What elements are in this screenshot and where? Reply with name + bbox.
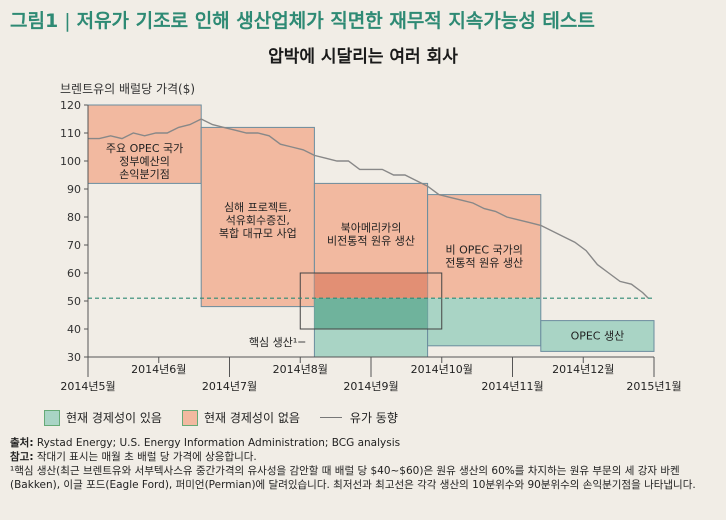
legend-line-trend — [319, 417, 342, 418]
x-tick-label: 2014년7월 — [202, 380, 257, 393]
cost-bar-label: 정부예산의 — [119, 155, 170, 168]
x-tick-label: 2014년12월 — [552, 363, 614, 376]
cost-bar-label: 북아메리카의 — [341, 221, 402, 234]
y-tick-label: 110 — [60, 127, 81, 140]
cost-bar-4 — [540, 320, 655, 352]
cost-bar-1 — [200, 126, 315, 308]
cost-bar-lower-3 — [427, 298, 541, 346]
chart-canvas: 30 40 50 60 70 80 90 100 110 120 주요 OPEC 국가정부예산의손익… — [60, 99, 682, 393]
cost-bar-label: 복합 대규모 사업 — [219, 227, 297, 240]
legend: 현재 경제성이 있음 현재 경제성이 없음 유가 동향 — [44, 409, 418, 426]
legend-item-economic: 현재 경제성이 있음 — [44, 409, 162, 426]
core-production-box — [299, 272, 443, 330]
cost-bar-label: 손익분기점 — [119, 168, 170, 181]
footnote: ¹핵심 생산(최근 브렌트유와 서부텍사스유 중간가격의 유사성을 감안할 때 … — [10, 465, 696, 491]
legend-label-economic: 현재 경제성이 있음 — [66, 411, 162, 425]
price-trend-line — [88, 118, 649, 299]
x-tick-label: 2014년6월 — [131, 363, 186, 376]
y-tick-label: 80 — [67, 211, 81, 224]
y-tick-label: 90 — [67, 183, 81, 196]
x-tick-label: 2015년1월 — [626, 380, 681, 393]
notes: 출처: Rystad Energy; U.S. Energy Informati… — [10, 436, 716, 492]
y-tick-label: 30 — [67, 351, 81, 364]
core-production-label: 핵심 생산¹ — [249, 336, 297, 349]
legend-label-trend: 유가 동향 — [349, 411, 398, 425]
figure-number: 그림1 — [10, 10, 59, 32]
x-tick-label: 2014년11월 — [481, 380, 543, 393]
cost-bar-upper-3 — [427, 194, 541, 299]
legend-item-uneconomic: 현재 경제성이 없음 — [181, 409, 300, 426]
cost-bar-label: 주요 OPEC 국가 — [106, 142, 183, 155]
y-axis-label: 브렌트유의 배럴당 가격($) — [60, 82, 196, 96]
core-production-upper — [314, 273, 428, 299]
y-tick-label: 70 — [67, 239, 81, 252]
cost-bar-label: 비 OPEC 국가의 — [445, 244, 522, 257]
cost-bar-label: OPEC 생산 — [571, 330, 625, 343]
reference-note: 참고: 작대기 표시는 매월 초 배럴 당 가격에 상응합니다. — [10, 450, 716, 464]
x-tick-label: 2014년10월 — [411, 363, 473, 376]
legend-label-uneconomic: 현재 경제성이 없음 — [203, 411, 300, 425]
title-text: 저유가 기조로 인해 생산업체가 직면한 재무적 지속가능성 테스트 — [76, 10, 595, 32]
cost-bar-0 — [87, 104, 202, 184]
title-separator: | — [64, 10, 71, 32]
legend-swatch-uneconomic — [181, 409, 198, 426]
legend-item-trend: 유가 동향 — [319, 409, 398, 426]
source-text: Rystad Energy; U.S. Energy Information A… — [33, 437, 401, 449]
y-tick-label: 50 — [67, 295, 81, 308]
source-note: 출처: Rystad Energy; U.S. Energy Informati… — [10, 436, 716, 450]
cost-bar-label: 비전통적 원유 생산 — [327, 234, 415, 247]
cost-bar-label: 전통적 원유 생산 — [445, 257, 523, 270]
legend-swatch-economic — [44, 409, 60, 426]
cost-bar-label: 심해 프로젝트, — [224, 200, 292, 214]
x-tick-label: 2014년8월 — [273, 363, 328, 376]
figure-title: 그림1 | 저유가 기조로 인해 생산업체가 직면한 재무적 지속가능성 테스트 — [10, 6, 716, 33]
reference-text: 작대기 표시는 매월 초 배럴 당 가격에 상응합니다. — [33, 451, 257, 463]
source-label: 출처: — [10, 437, 34, 449]
y-tick-label: 40 — [67, 323, 81, 336]
core-production-lower — [314, 298, 428, 329]
reference-label: 참고: — [10, 451, 34, 463]
y-tick-label: 60 — [67, 267, 81, 280]
figure-subtitle: 압박에 시달리는 여러 회사 — [268, 47, 458, 67]
cost-bar-outline-3 — [427, 194, 542, 347]
cost-bar-label: 석유회수증진, — [226, 214, 290, 227]
y-tick-label: 100 — [60, 155, 81, 168]
y-tick-label: 120 — [60, 99, 81, 112]
x-tick-label: 2014년9월 — [343, 380, 398, 393]
x-tick-label: 2014년5월 — [60, 380, 115, 393]
